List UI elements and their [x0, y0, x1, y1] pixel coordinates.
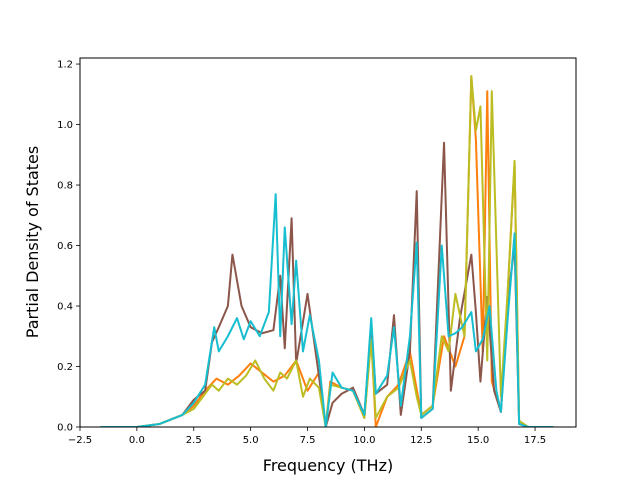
y-axis-ticks: 0.0 0.2 0.4 0.6 0.8 1.0 1.2: [57, 60, 80, 434]
series-layer: [100, 75, 554, 427]
y-axis-label: Partial Density of States: [23, 146, 42, 338]
y-tick-label: 0.0: [57, 423, 73, 434]
x-tick-label: 10.0: [353, 435, 375, 446]
x-tick-label: −2.5: [68, 435, 92, 446]
x-axis-ticks: −2.5 0.0 2.5 5.0 7.5 10.0 12.5 15.0 17.5: [68, 427, 546, 446]
x-tick-label: 12.5: [410, 435, 432, 446]
y-tick-label: 0.4: [57, 302, 73, 313]
axes-frame: [79, 57, 577, 428]
x-axis-label: Frequency (THz): [263, 456, 393, 475]
x-tick-label: 2.5: [186, 435, 202, 446]
y-tick-label: 1.0: [57, 120, 73, 131]
x-tick-label: 5.0: [243, 435, 259, 446]
x-tick-label: 15.0: [467, 435, 489, 446]
x-tick-label: 0.0: [129, 435, 145, 446]
y-tick-label: 0.6: [57, 241, 73, 252]
y-tick-label: 0.2: [57, 362, 73, 373]
plot-area: [79, 57, 577, 428]
x-tick-label: 17.5: [524, 435, 546, 446]
y-tick-label: 1.2: [57, 60, 73, 71]
y-tick-label: 0.8: [57, 181, 73, 192]
x-tick-label: 7.5: [300, 435, 316, 446]
series-line-4: [100, 193, 554, 427]
